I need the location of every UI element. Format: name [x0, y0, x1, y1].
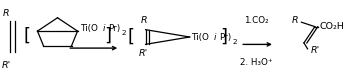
Text: 2: 2	[122, 30, 126, 36]
Text: ]: ]	[220, 28, 228, 46]
Text: Pr): Pr)	[219, 32, 231, 42]
Text: R: R	[292, 16, 298, 25]
Text: R': R'	[310, 46, 320, 55]
Text: Pr): Pr)	[108, 24, 120, 33]
Text: R': R'	[139, 49, 149, 58]
Text: [: [	[24, 26, 31, 45]
Text: [: [	[127, 28, 135, 46]
Text: Ti(O: Ti(O	[191, 32, 209, 42]
Text: ]: ]	[104, 26, 111, 45]
Text: 1.CO₂: 1.CO₂	[244, 16, 269, 25]
Text: 2. H₃O⁺: 2. H₃O⁺	[240, 58, 273, 67]
Text: i: i	[214, 32, 217, 42]
Text: CO₂H: CO₂H	[320, 22, 344, 31]
Text: 2: 2	[233, 39, 237, 45]
Bar	[273, 0, 364, 74]
Text: R': R'	[2, 61, 11, 70]
Text: R: R	[3, 9, 9, 18]
Text: R: R	[141, 16, 147, 25]
Text: Ti(O: Ti(O	[80, 24, 98, 33]
Text: i: i	[103, 24, 106, 33]
